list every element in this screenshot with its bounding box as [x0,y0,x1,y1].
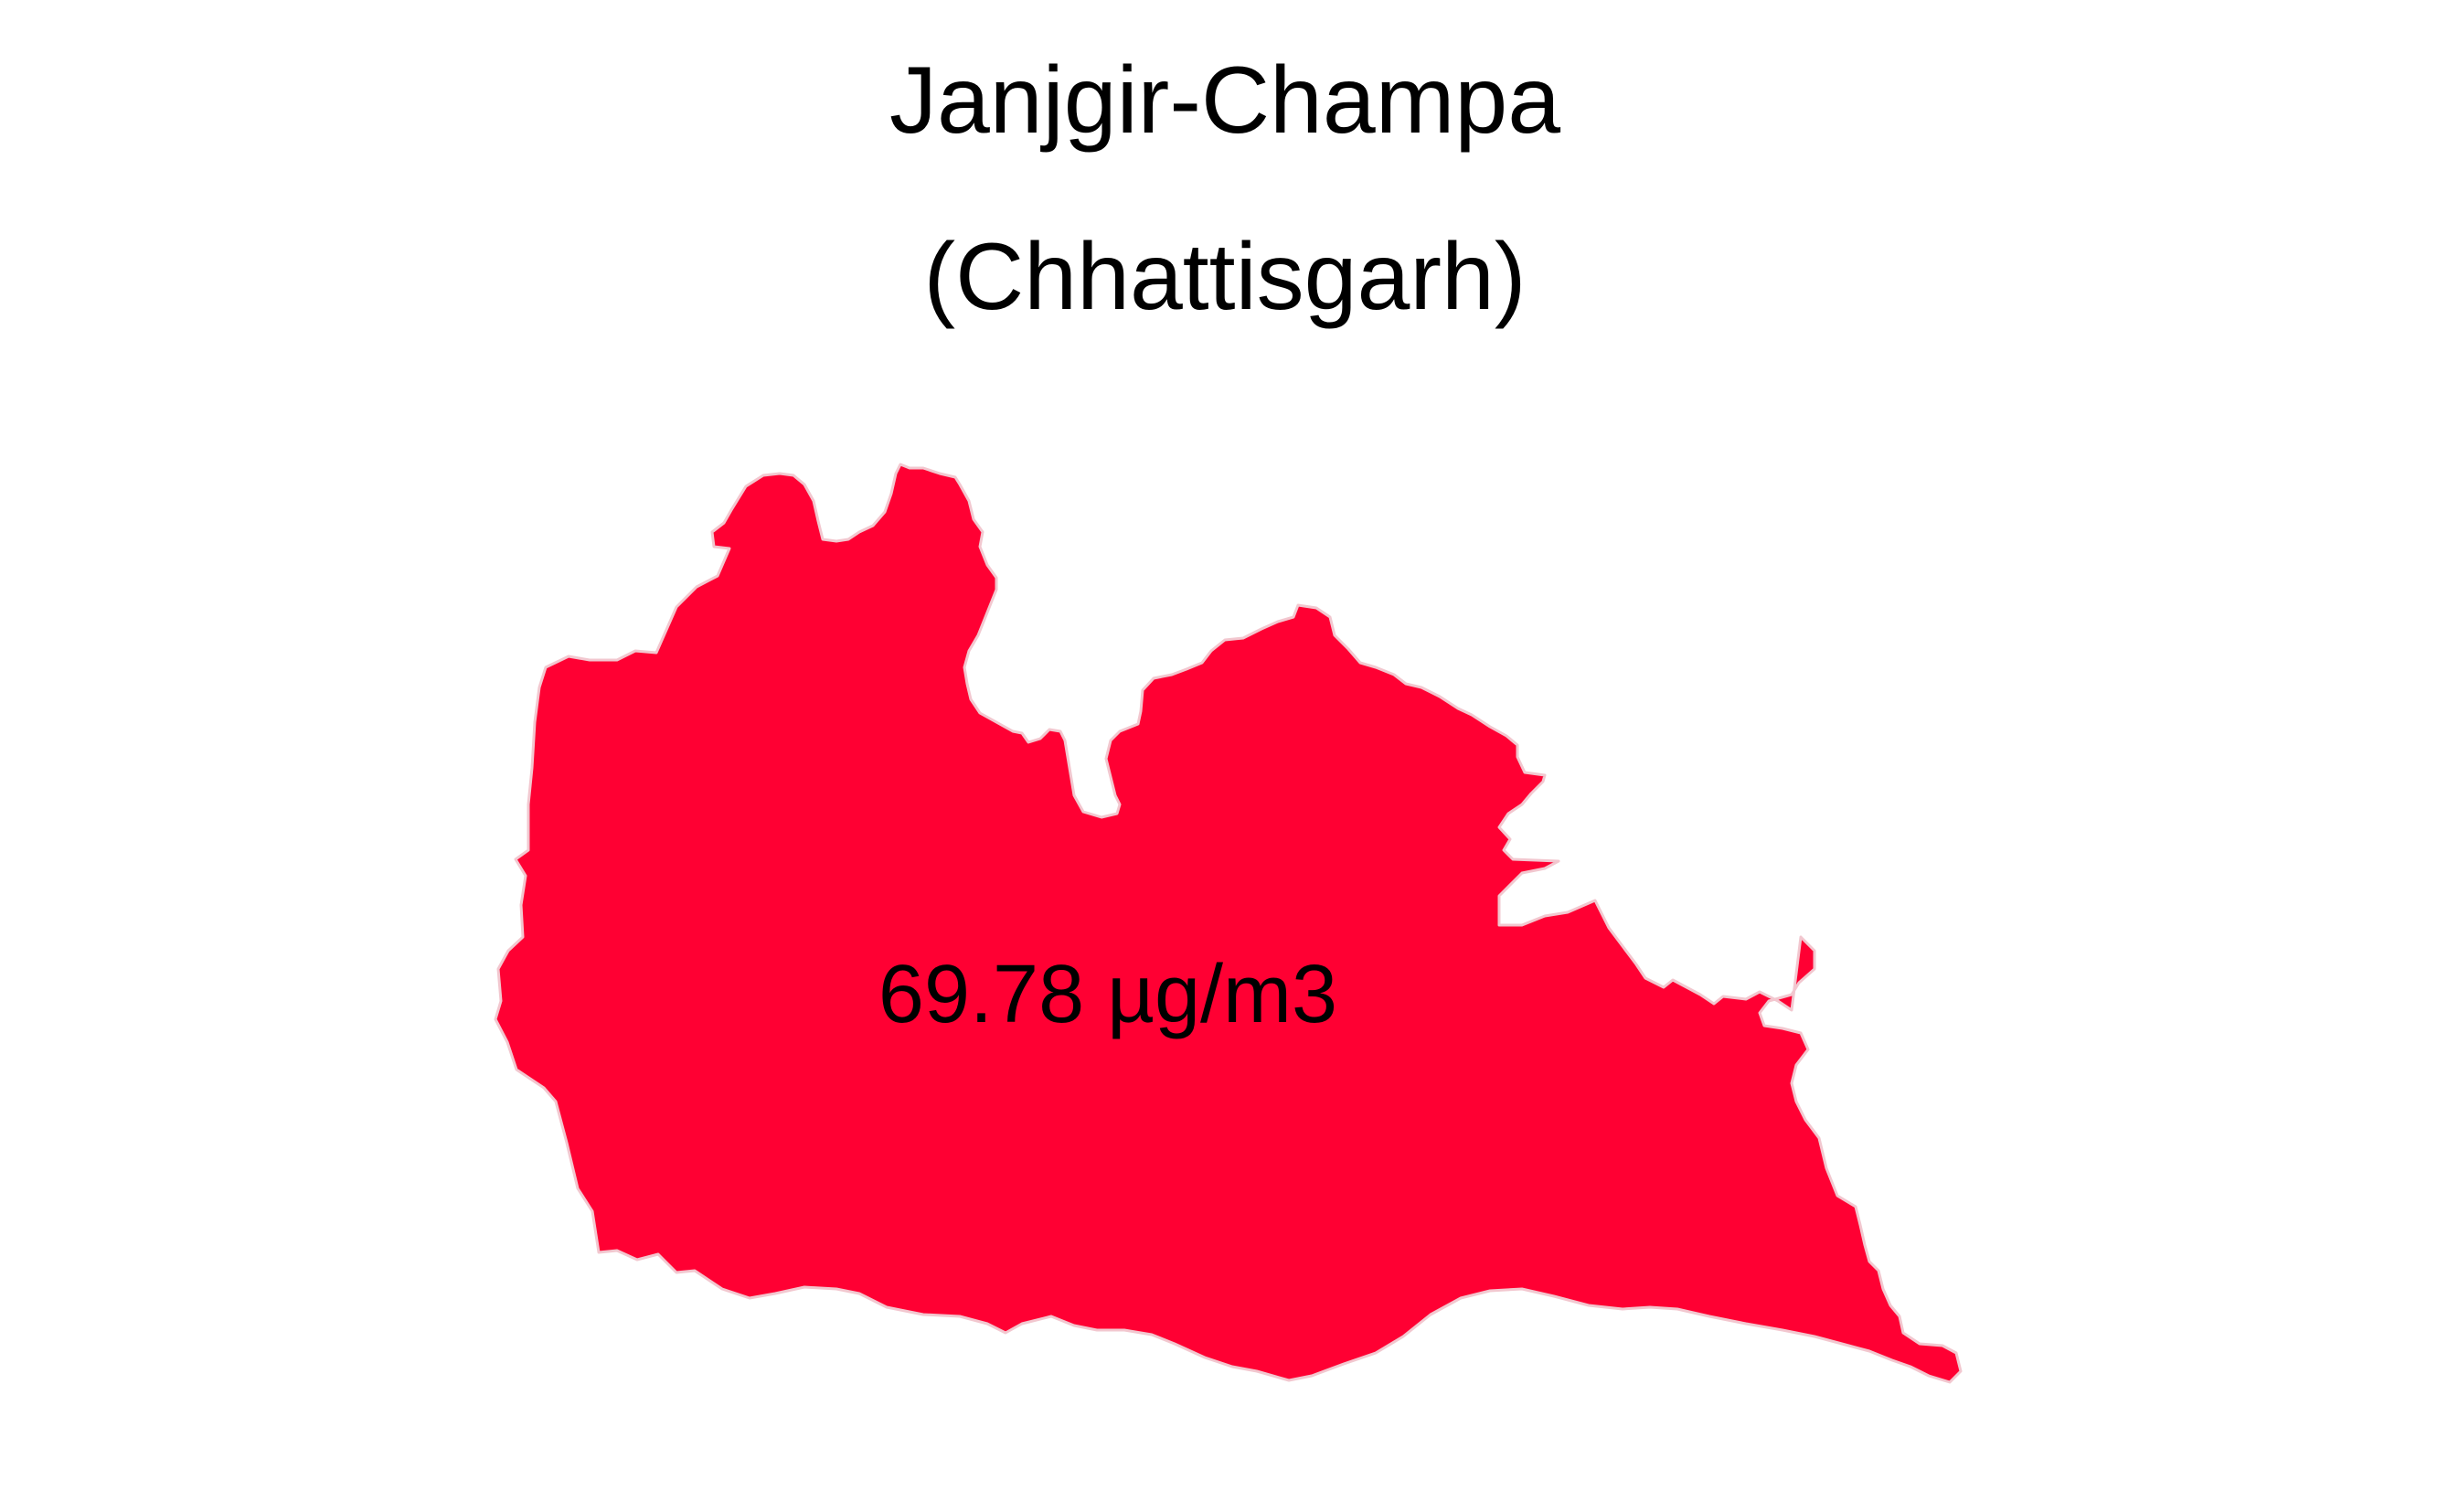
district-pm25-label: 69.78 µg/m3 [878,949,1337,1040]
map-title-line-2: (Chhattisgarh) [924,224,1527,330]
district-boundary-janjgir-champa [494,463,1963,1384]
map-title-line-1: Janjgir-Champa [889,48,1560,154]
